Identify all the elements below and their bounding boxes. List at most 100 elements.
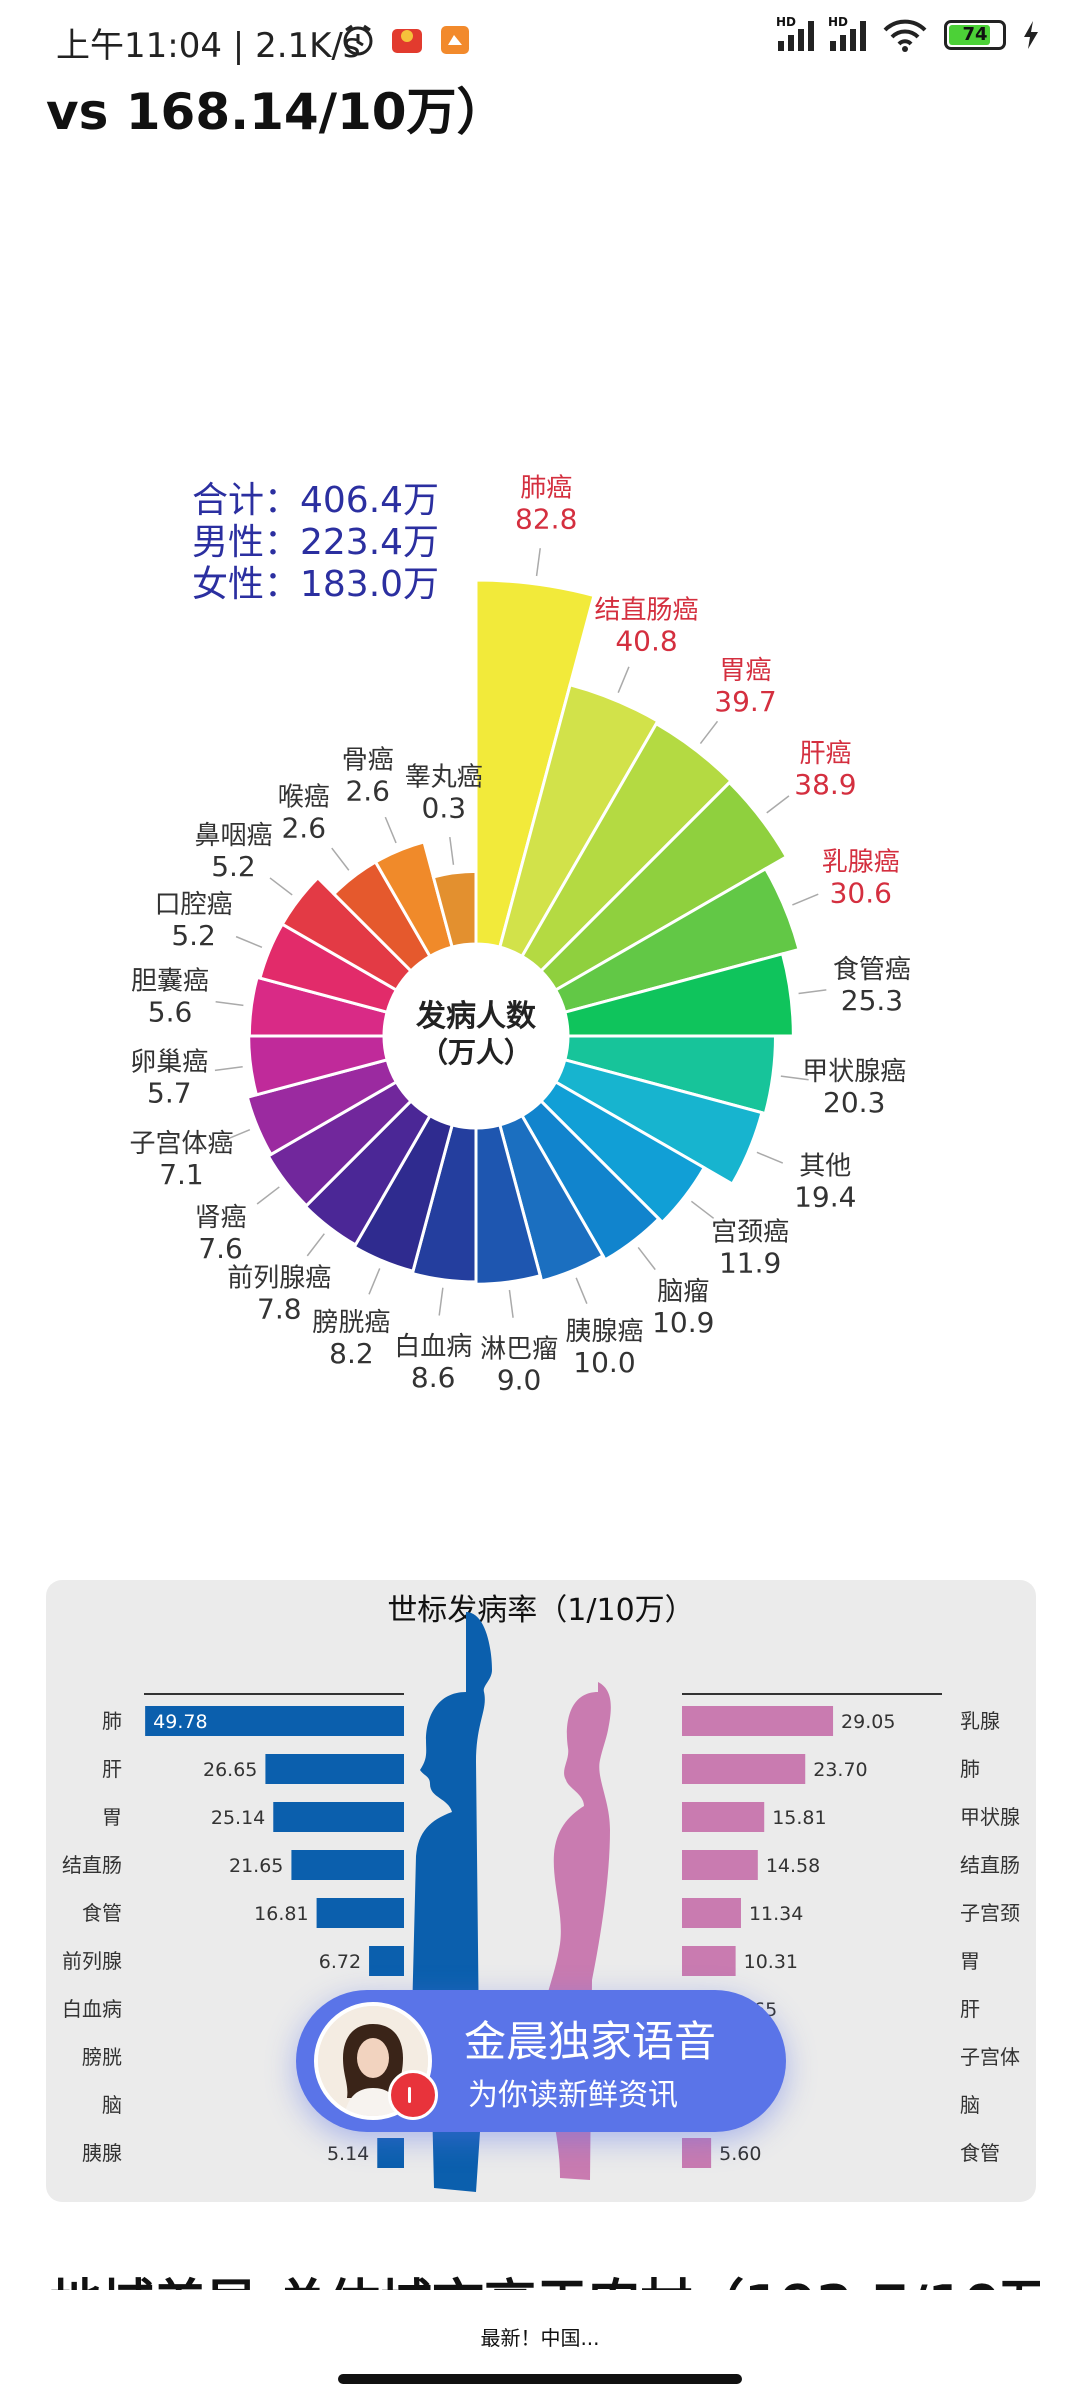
rose-leader-line [798,989,827,995]
rose-segment [553,1057,764,1187]
rose-leader-line [306,1233,325,1257]
voice-card-subtitle: 为你读新鲜资讯 [468,2078,678,2113]
female-category-label: 子宫颈 [960,1901,1020,1925]
rose-category-label: 口腔癌 [155,890,233,920]
male-bar [291,1850,404,1880]
rose-value-label: 11.9 [719,1246,781,1279]
male-value-label: 6.72 [319,1951,361,1973]
play-button[interactable] [388,2070,438,2120]
rose-segment [247,975,389,1038]
rose-leader-line [384,816,397,844]
rose-value-label: 30.6 [830,877,892,910]
notification-icons [340,20,472,60]
app-notification-icon [392,29,422,53]
rose-category-label: 喉癌 [278,783,330,813]
male-category-label: 肺 [102,1709,122,1733]
rose-category-label: 肝癌 [799,739,851,769]
rose-segment [538,780,789,993]
female-category-label: 肺 [960,1757,980,1781]
rose-leader-line [223,1128,251,1142]
rose-segment [474,1123,543,1286]
rose-value-label: 7.6 [198,1232,243,1265]
rose-value-label: 7.8 [257,1292,302,1325]
female-bar [682,1898,741,1928]
rose-category-label: 膀胱癌 [312,1308,390,1338]
rose-leader-line [368,1268,381,1295]
female-bar [682,1706,834,1736]
news-ticker[interactable]: 最新！中国... [480,2326,600,2350]
female-value-label: 5.60 [719,2143,761,2165]
rose-leader-line [766,795,790,814]
rose-segment [266,1079,414,1208]
rose-value-label: 39.7 [714,685,776,718]
rose-value-label: 82.8 [515,503,577,536]
rose-value-label: 10.0 [573,1346,635,1379]
male-value-label: 25.14 [211,1807,265,1829]
rose-segment [410,1123,478,1284]
rose-category-label: 肾癌 [195,1203,247,1233]
male-bar [273,1802,404,1832]
male-category-label: 结直肠 [62,1853,122,1877]
center-title: 发病人数 [415,999,537,1034]
rose-leader-line [535,548,541,577]
female-category-label: 甲状腺 [960,1805,1020,1829]
rose-leader-line [508,1289,514,1318]
rose-value-label: 7.1 [159,1158,204,1191]
male-value-label: 16.81 [254,1903,308,1925]
rose-value-label: 2.6 [281,812,326,845]
rose-segment [373,840,455,959]
rose-segment [553,866,801,1015]
female-category-label: 脑 [960,2093,980,2117]
female-value-label: 29.05 [841,1711,895,1733]
rose-value-label: 25.3 [841,984,903,1017]
female-category-label: 食管 [960,2141,1000,2165]
rose-segment [519,721,734,974]
male-value-label: 5.14 [327,2143,369,2165]
avatar [314,2002,432,2120]
home-indicator[interactable] [338,2374,742,2384]
female-value-label: 14.58 [766,1855,820,1877]
alarm-icon [343,24,373,56]
male-category-label: 肝 [102,1757,122,1781]
rose-leader-line [438,1287,444,1316]
female-bar [682,1802,765,1832]
rose-value-label: 8.2 [329,1337,374,1370]
voice-news-card[interactable]: 金晨独家语音 为你读新鲜资讯 [296,1990,786,2132]
voice-card-title: 金晨独家语音 [464,2017,717,2066]
rose-segment [563,1034,777,1116]
female-category-label: 乳腺 [960,1709,1000,1733]
rose-category-label: 睾丸癌 [405,762,483,792]
male-category-label: 胃 [102,1805,122,1829]
male-category-label: 脑 [102,2093,122,2117]
bottom-bar: 最新！中国... [0,2290,1080,2400]
male-line: 男性：223.4万 [192,522,439,563]
rose-leader-line [792,893,819,906]
female-bar [682,2138,712,2168]
female-bar [682,1850,758,1880]
male-bar [369,1946,404,1976]
rose-category-label: 食管癌 [833,955,911,985]
rose-leader-line [617,666,630,693]
female-category-label: 胃 [960,1949,980,1973]
rose-value-label: 10.9 [652,1306,714,1339]
rose-value-label: 40.8 [615,624,677,657]
male-bar [377,2138,404,2168]
male-category-label: 胰腺 [82,2141,122,2165]
rose-leader-line [756,1151,784,1164]
app-notification-icon-2 [441,26,469,54]
female-value-label: 15.81 [772,1807,826,1829]
chart-title: 世标发病率（1/10万） [387,1593,694,1628]
male-category-label: 食管 [82,1901,122,1925]
rose-value-label: 5.7 [147,1076,192,1109]
wifi-icon [883,19,927,52]
female-category-label: 结直肠 [960,1853,1020,1877]
rose-segment [497,1113,605,1283]
rose-segment [474,578,596,949]
rose-value-label: 5.2 [171,919,216,952]
rose-category-label: 胃癌 [719,656,771,686]
male-bar [145,1706,405,1736]
rose-value-label: 0.3 [422,791,467,824]
rose-value-label: 9.0 [497,1363,542,1396]
